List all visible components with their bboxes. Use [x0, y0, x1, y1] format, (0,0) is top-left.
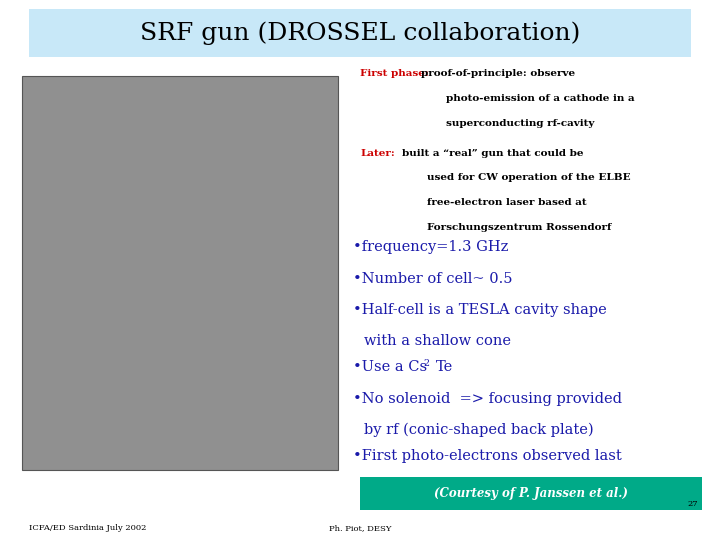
Text: •Half-cell is a TESLA cavity shape: •Half-cell is a TESLA cavity shape	[353, 303, 606, 317]
Text: •frequency=1.3 GHz: •frequency=1.3 GHz	[353, 240, 508, 254]
Text: (Courtesy of P. Janssen et al.): (Courtesy of P. Janssen et al.)	[434, 487, 628, 500]
Text: free-electron laser based at: free-electron laser based at	[427, 198, 587, 207]
Text: with a shallow cone: with a shallow cone	[364, 334, 510, 348]
Text: •First photo-electrons observed last: •First photo-electrons observed last	[353, 449, 621, 463]
Text: by rf (conic-shaped back plate): by rf (conic-shaped back plate)	[364, 423, 593, 437]
FancyBboxPatch shape	[360, 477, 702, 510]
FancyBboxPatch shape	[29, 9, 691, 57]
FancyBboxPatch shape	[22, 76, 338, 470]
Text: March: March	[364, 481, 412, 495]
Text: ICFA/ED Sardinia July 2002: ICFA/ED Sardinia July 2002	[29, 524, 146, 532]
Text: 27: 27	[688, 500, 698, 508]
Text: Forschungszentrum Rossendorf: Forschungszentrum Rossendorf	[427, 223, 611, 232]
Text: •No solenoid  => focusing provided: •No solenoid => focusing provided	[353, 392, 622, 406]
Text: built a “real” gun that could be: built a “real” gun that could be	[402, 148, 583, 158]
Text: Te: Te	[436, 360, 454, 374]
Text: photo-emission of a cathode in a: photo-emission of a cathode in a	[446, 94, 635, 103]
Text: Ph. Piot, DESY: Ph. Piot, DESY	[329, 524, 391, 532]
Text: First phase:: First phase:	[360, 69, 428, 78]
Text: SRF gun (DROSSEL collaboration): SRF gun (DROSSEL collaboration)	[140, 21, 580, 45]
Text: proof-of-principle: observe: proof-of-principle: observe	[421, 69, 575, 78]
Text: superconducting rf-cavity: superconducting rf-cavity	[446, 119, 595, 128]
Text: used for CW operation of the ELBE: used for CW operation of the ELBE	[427, 173, 631, 183]
Text: •Number of cell~ 0.5: •Number of cell~ 0.5	[353, 272, 513, 286]
Text: Later:: Later:	[360, 148, 395, 158]
Text: 2: 2	[423, 359, 429, 368]
Text: •Use a Cs: •Use a Cs	[353, 360, 427, 374]
